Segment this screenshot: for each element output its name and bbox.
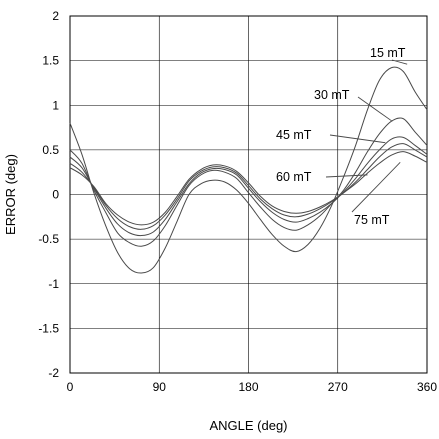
y-tick-labels: -2 -1.5 -1 -0.5 0 0.5 1 1.5 2 bbox=[38, 9, 59, 380]
x-tick-label: 180 bbox=[238, 380, 258, 394]
series-label-60-mt: 60 mT bbox=[276, 170, 312, 184]
series-label-75-mt: 75 mT bbox=[354, 213, 390, 227]
series-label-45-mt: 45 mT bbox=[276, 128, 312, 142]
x-tick-label: 90 bbox=[153, 380, 167, 394]
leader-line-60-mt bbox=[325, 174, 368, 178]
y-tick-label: -1 bbox=[48, 277, 59, 291]
grid bbox=[69, 15, 428, 374]
y-axis-title: ERROR (deg) bbox=[3, 154, 18, 235]
leader-line-15-mt bbox=[391, 59, 408, 65]
series-lines bbox=[69, 66, 428, 274]
x-tick-label: 360 bbox=[417, 380, 437, 394]
x-tick-label: 0 bbox=[67, 380, 74, 394]
series-labels: 15 mT 30 mT 45 mT 60 mT 75 mT bbox=[276, 46, 408, 227]
series-line-75-mt bbox=[69, 151, 428, 226]
y-tick-label: 1 bbox=[52, 98, 59, 112]
x-tick-label: 270 bbox=[328, 380, 348, 394]
series-line-15-mt bbox=[69, 66, 428, 274]
series-line-45-mt bbox=[69, 136, 428, 237]
series-line-30-mt bbox=[69, 117, 428, 247]
x-axis-title: ANGLE (deg) bbox=[209, 418, 287, 433]
y-tick-label: -2 bbox=[48, 366, 59, 380]
y-tick-label: -0.5 bbox=[38, 232, 59, 246]
series-label-15-mt: 15 mT bbox=[370, 46, 406, 60]
leader-line-45-mt bbox=[329, 134, 386, 144]
leader-line-75-mt bbox=[351, 162, 401, 213]
x-tick-labels: 0 90 180 270 360 bbox=[67, 380, 438, 394]
plot-frame bbox=[69, 15, 428, 374]
y-tick-label: 1.5 bbox=[42, 54, 59, 68]
y-tick-label: -1.5 bbox=[38, 321, 59, 335]
y-tick-label: 0 bbox=[52, 188, 59, 202]
series-label-30-mt: 30 mT bbox=[314, 88, 350, 102]
y-tick-label: 0.5 bbox=[42, 143, 59, 157]
series-line-60-mt bbox=[69, 143, 428, 230]
leader-line-30-mt bbox=[357, 96, 393, 122]
y-tick-label: 2 bbox=[52, 9, 59, 23]
